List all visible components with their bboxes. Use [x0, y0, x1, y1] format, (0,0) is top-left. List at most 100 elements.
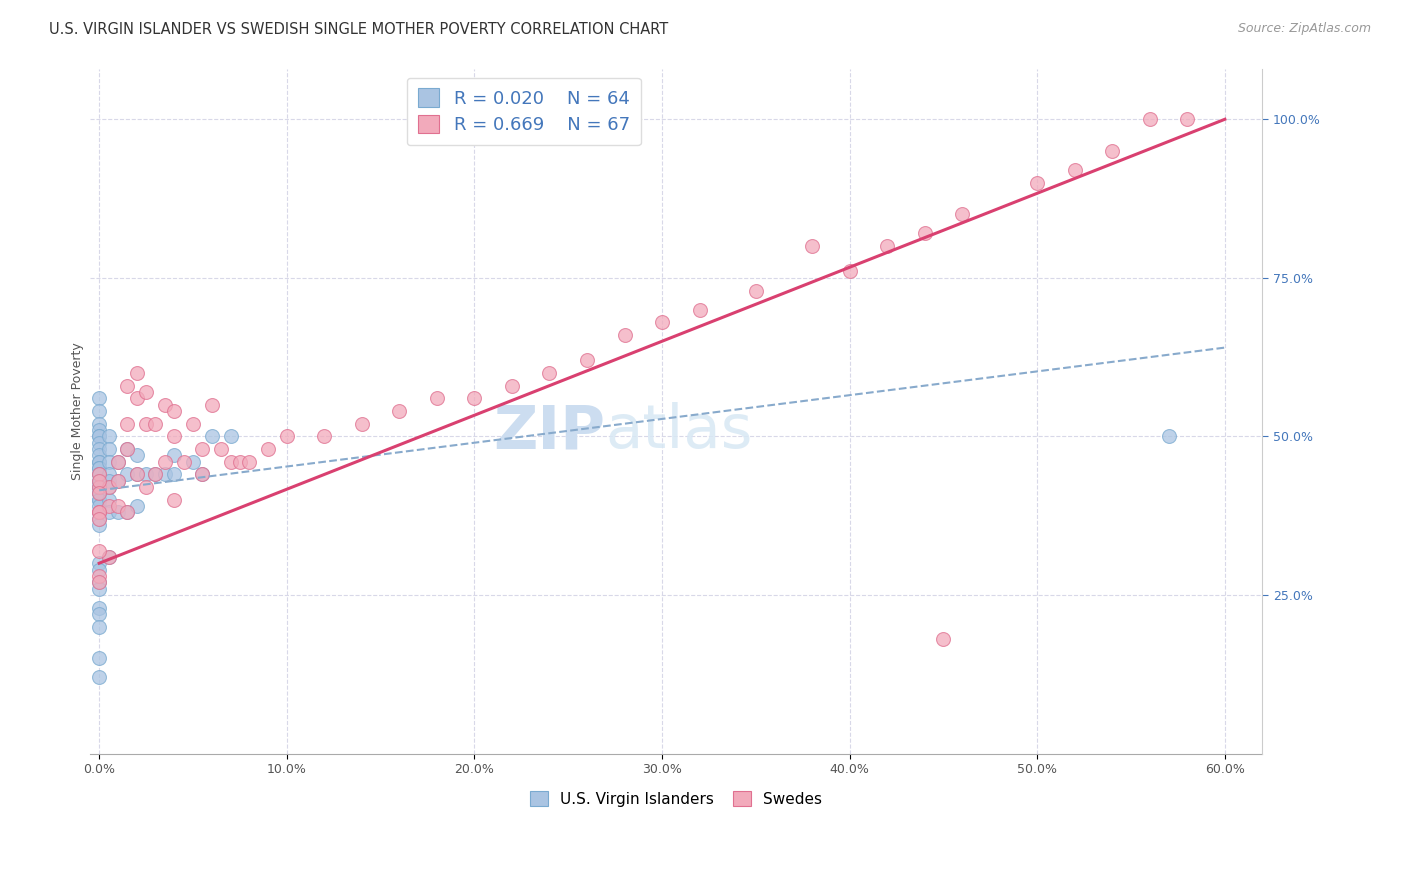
Point	[89, 499, 111, 513]
Point	[117, 506, 139, 520]
Point	[876, 239, 898, 253]
Point	[89, 569, 111, 583]
Point	[950, 207, 973, 221]
Point	[89, 423, 111, 437]
Point	[89, 404, 111, 418]
Point	[89, 543, 111, 558]
Point	[125, 392, 148, 406]
Point	[89, 480, 111, 494]
Point	[201, 429, 224, 443]
Legend: U.S. Virgin Islanders, Swedes: U.S. Virgin Islanders, Swedes	[522, 783, 830, 814]
Point	[89, 480, 111, 494]
Point	[89, 392, 111, 406]
Point	[1175, 112, 1198, 127]
Point	[219, 429, 242, 443]
Text: ZIP: ZIP	[494, 402, 606, 461]
Point	[145, 417, 167, 431]
Point	[201, 398, 224, 412]
Point	[209, 442, 232, 456]
Point	[89, 492, 111, 507]
Point	[89, 600, 111, 615]
Point	[97, 549, 120, 564]
Point	[97, 549, 120, 564]
Point	[89, 467, 111, 482]
Point	[538, 366, 561, 380]
Point	[117, 442, 139, 456]
Point	[89, 467, 111, 482]
Point	[135, 480, 157, 494]
Point	[89, 512, 111, 526]
Point	[89, 417, 111, 431]
Point	[651, 315, 673, 329]
Point	[107, 499, 129, 513]
Point	[89, 480, 111, 494]
Point	[97, 492, 120, 507]
Point	[388, 404, 411, 418]
Point	[89, 486, 111, 500]
Point	[163, 467, 186, 482]
Point	[89, 474, 111, 488]
Point	[89, 474, 111, 488]
Point	[191, 442, 214, 456]
Point	[89, 486, 111, 500]
Point	[97, 474, 120, 488]
Point	[125, 499, 148, 513]
Point	[153, 398, 176, 412]
Point	[163, 429, 186, 443]
Point	[97, 499, 120, 513]
Point	[1139, 112, 1161, 127]
Point	[181, 455, 204, 469]
Y-axis label: Single Mother Poverty: Single Mother Poverty	[72, 343, 84, 480]
Point	[1157, 429, 1180, 443]
Point	[914, 227, 936, 241]
Point	[89, 651, 111, 665]
Point	[1101, 144, 1123, 158]
Point	[276, 429, 298, 443]
Point	[117, 467, 139, 482]
Point	[117, 378, 139, 392]
Point	[89, 449, 111, 463]
Point	[107, 455, 129, 469]
Point	[801, 239, 824, 253]
Point	[135, 384, 157, 399]
Point	[89, 506, 111, 520]
Point	[89, 455, 111, 469]
Point	[257, 442, 280, 456]
Point	[107, 474, 129, 488]
Point	[145, 467, 167, 482]
Point	[89, 670, 111, 684]
Point	[89, 506, 111, 520]
Point	[117, 417, 139, 431]
Point	[97, 429, 120, 443]
Point	[89, 442, 111, 456]
Point	[613, 327, 636, 342]
Point	[932, 632, 955, 647]
Point	[191, 467, 214, 482]
Point	[1026, 176, 1049, 190]
Point	[89, 435, 111, 450]
Point	[89, 429, 111, 443]
Point	[89, 467, 111, 482]
Point	[107, 455, 129, 469]
Point	[89, 620, 111, 634]
Point	[89, 455, 111, 469]
Point	[173, 455, 195, 469]
Point	[97, 455, 120, 469]
Point	[125, 366, 148, 380]
Point	[745, 284, 768, 298]
Point	[89, 474, 111, 488]
Point	[89, 575, 111, 590]
Text: atlas: atlas	[606, 402, 754, 461]
Text: Source: ZipAtlas.com: Source: ZipAtlas.com	[1237, 22, 1371, 36]
Point	[135, 417, 157, 431]
Point	[107, 506, 129, 520]
Point	[89, 582, 111, 596]
Point	[163, 404, 186, 418]
Point	[689, 302, 711, 317]
Point	[838, 264, 860, 278]
Point	[97, 506, 120, 520]
Point	[89, 461, 111, 475]
Point	[575, 353, 598, 368]
Point	[125, 467, 148, 482]
Point	[89, 607, 111, 621]
